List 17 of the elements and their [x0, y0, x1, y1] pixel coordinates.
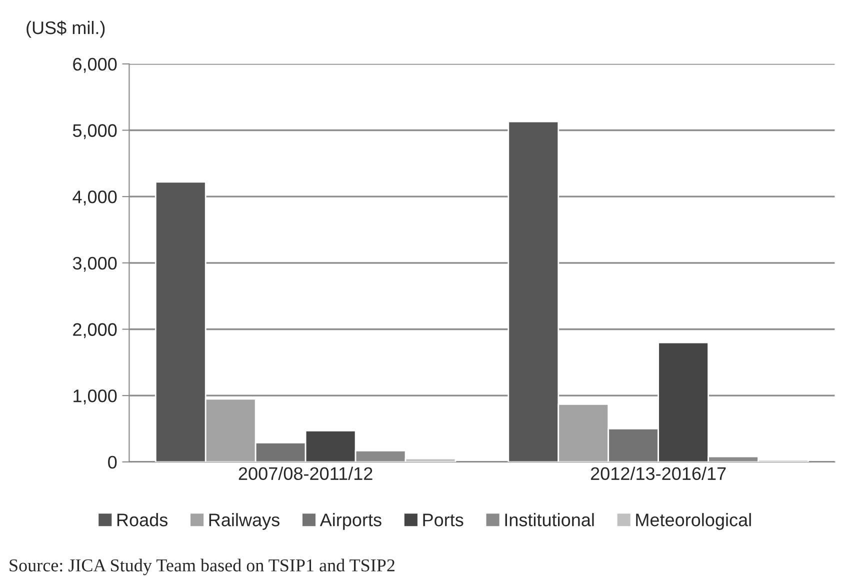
- y-tick-label: 5,000: [72, 124, 117, 140]
- y-tick-label: 4,000: [72, 190, 117, 206]
- legend-label: Airports: [320, 513, 382, 530]
- legend-label: Ports: [423, 514, 464, 526]
- y-tick-label: 0: [108, 456, 117, 469]
- y-tick-label: 2,000: [73, 323, 117, 338]
- y-tick-label: 1,000: [74, 390, 117, 404]
- source-note: Source: JICA Study Team based on TSIP1 and TSIP2: [10, 558, 394, 576]
- legend-label: Railways: [209, 513, 280, 530]
- legend-label: Meteorological: [636, 513, 751, 530]
- legend-label: Roads: [117, 513, 168, 526]
- y-tick-label: 3,000: [72, 256, 117, 272]
- y-tick-label: 6,000: [73, 58, 117, 73]
- legend-label: Institutional: [505, 513, 594, 526]
- x-tick-label: 2012/13-2016/17: [590, 466, 726, 480]
- x-tick-label: 2007/08-2011/12: [238, 466, 372, 480]
- y-axis-title: (US$ mil.): [26, 20, 105, 38]
